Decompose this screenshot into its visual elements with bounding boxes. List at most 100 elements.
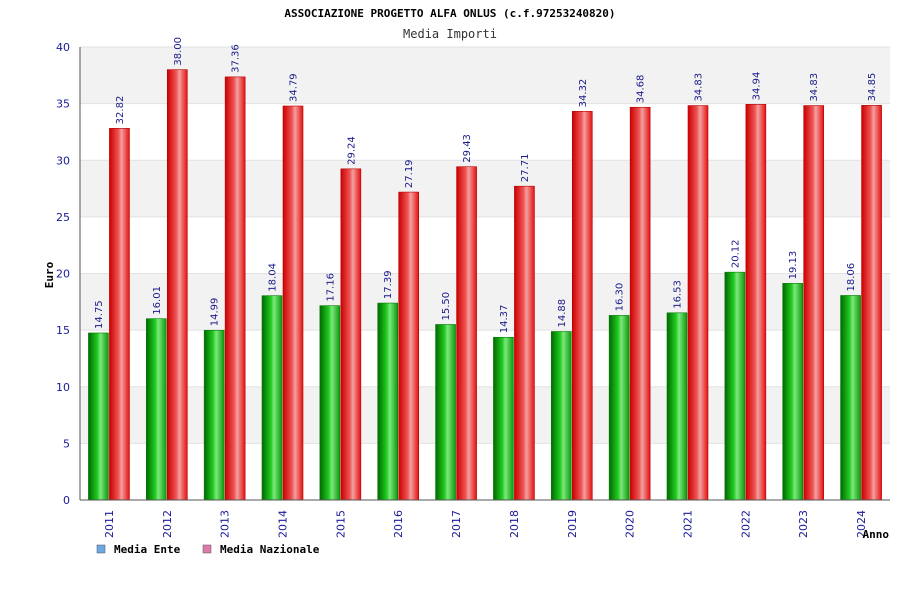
- data-label: 15.50: [441, 292, 452, 321]
- bar-media-ente-2020: [608, 315, 630, 501]
- plot-band: [80, 216, 890, 274]
- data-label: 27.71: [520, 154, 531, 183]
- data-label: 14.99: [210, 298, 221, 327]
- bar-media-ente-2023: [782, 283, 804, 501]
- bar-media-nazionale-2022: [745, 104, 767, 501]
- plot-band: [80, 386, 890, 444]
- chart-title: ASSOCIAZIONE PROGETTO ALFA ONLUS (c.f.97…: [284, 7, 615, 20]
- plot-band: [80, 273, 890, 331]
- bar-media-nazionale-2023: [803, 105, 825, 501]
- data-label: 29.43: [462, 134, 473, 163]
- x-axis-label: Anno: [863, 528, 890, 541]
- data-label: 34.83: [694, 73, 705, 102]
- x-tick-label: 2018: [508, 510, 521, 538]
- bar-media-ente-2021: [666, 312, 688, 501]
- x-tick-label: 2012: [161, 510, 174, 538]
- data-label: 38.00: [173, 37, 184, 66]
- bar-media-nazionale-2024: [861, 105, 882, 501]
- data-label: 34.68: [636, 75, 647, 104]
- bar-media-ente-2017: [435, 324, 456, 501]
- y-tick-label: 30: [56, 154, 70, 167]
- data-label: 18.04: [268, 263, 279, 292]
- bar-media-nazionale-2013: [224, 76, 246, 501]
- data-label: 29.24: [346, 136, 357, 165]
- bar-media-nazionale-2018: [514, 185, 535, 501]
- bar-media-nazionale-2019: [571, 111, 593, 501]
- data-label: 19.13: [788, 251, 799, 280]
- bar-media-nazionale-2015: [340, 168, 362, 501]
- y-tick-label: 5: [63, 437, 70, 450]
- data-label: 34.83: [809, 73, 820, 102]
- y-tick-label: 0: [63, 494, 70, 507]
- bar-media-nazionale-2012: [166, 69, 188, 501]
- data-label: 34.32: [578, 79, 589, 108]
- data-label: 20.12: [730, 240, 741, 269]
- data-label: 34.85: [867, 73, 878, 102]
- bar-media-ente-2012: [145, 318, 167, 501]
- axes: [79, 47, 890, 501]
- bar-media-nazionale-2011: [109, 128, 130, 501]
- chart-subtitle: Media Importi: [403, 27, 497, 41]
- x-tick-label: 2022: [739, 510, 752, 538]
- plot-band: [80, 103, 890, 161]
- x-tick-label: 2011: [103, 510, 116, 538]
- bars: [88, 69, 882, 501]
- x-tick-label: 2017: [450, 510, 463, 538]
- plot-band: [80, 443, 890, 500]
- data-label: 17.39: [383, 270, 394, 299]
- data-label: 16.01: [152, 286, 163, 315]
- y-tick-label: 10: [56, 381, 70, 394]
- bar-media-nazionale-2020: [629, 106, 651, 501]
- x-tick-label: 2021: [682, 510, 695, 538]
- y-tick-labels: 0 5 10 15 20 25 30 35 40: [56, 41, 70, 507]
- bar-media-nazionale-2016: [398, 191, 420, 501]
- data-label: 18.06: [846, 263, 857, 292]
- data-label: 14.75: [94, 300, 105, 329]
- bar-media-nazionale-2014: [282, 105, 304, 501]
- bar-media-nazionale-2017: [456, 166, 477, 501]
- x-tick-label: 2020: [624, 510, 637, 538]
- bar-media-ente-2024: [840, 295, 861, 501]
- x-tick-label: 2014: [277, 510, 290, 538]
- data-labels: 14.75 16.01 14.99 18.04 17.16 17.39 15.50 14.37…: [94, 37, 878, 333]
- data-label: 27.19: [404, 159, 415, 188]
- y-tick-label: 40: [56, 41, 70, 54]
- x-tick-label: 2023: [797, 510, 810, 538]
- data-label: 34.94: [751, 72, 762, 101]
- data-label: 32.82: [115, 96, 126, 125]
- plot-band: [80, 160, 890, 217]
- bar-media-ente-2022: [724, 271, 746, 501]
- plot-band: [80, 47, 890, 104]
- data-label: 16.53: [673, 280, 684, 309]
- x-tick-label: 2013: [219, 510, 232, 538]
- legend-swatch-media-nazionale: [202, 544, 212, 554]
- bar-media-ente-2018: [493, 336, 514, 501]
- bar-media-ente-2011: [88, 332, 109, 501]
- bar-media-ente-2019: [550, 331, 572, 501]
- x-tick-label: 2016: [392, 510, 405, 538]
- x-tick-label: 2015: [334, 510, 347, 538]
- legend-label-media-nazionale: Media Nazionale: [220, 543, 320, 556]
- data-label: 17.16: [325, 273, 336, 302]
- legend: Media Ente Media Nazionale: [96, 543, 320, 556]
- bar-media-nazionale-2021: [687, 105, 709, 501]
- y-tick-label: 20: [56, 268, 70, 281]
- data-label: 14.88: [557, 299, 568, 328]
- x-tick-label: 2019: [566, 510, 579, 538]
- bar-media-ente-2016: [377, 302, 399, 501]
- legend-label-media-ente: Media Ente: [114, 543, 181, 556]
- y-tick-label: 15: [56, 324, 70, 337]
- y-axis-label: Euro: [43, 261, 56, 288]
- data-label: 16.30: [615, 283, 626, 312]
- bar-media-ente-2015: [319, 305, 341, 501]
- data-label: 14.37: [499, 305, 510, 334]
- data-label: 37.36: [231, 44, 242, 73]
- plot-band: [80, 330, 890, 387]
- bar-media-ente-2014: [261, 295, 283, 501]
- data-label: 34.79: [289, 73, 300, 102]
- x-tick-label: 2024: [855, 510, 868, 538]
- y-tick-label: 35: [56, 98, 70, 111]
- legend-swatch-media-ente: [96, 544, 106, 554]
